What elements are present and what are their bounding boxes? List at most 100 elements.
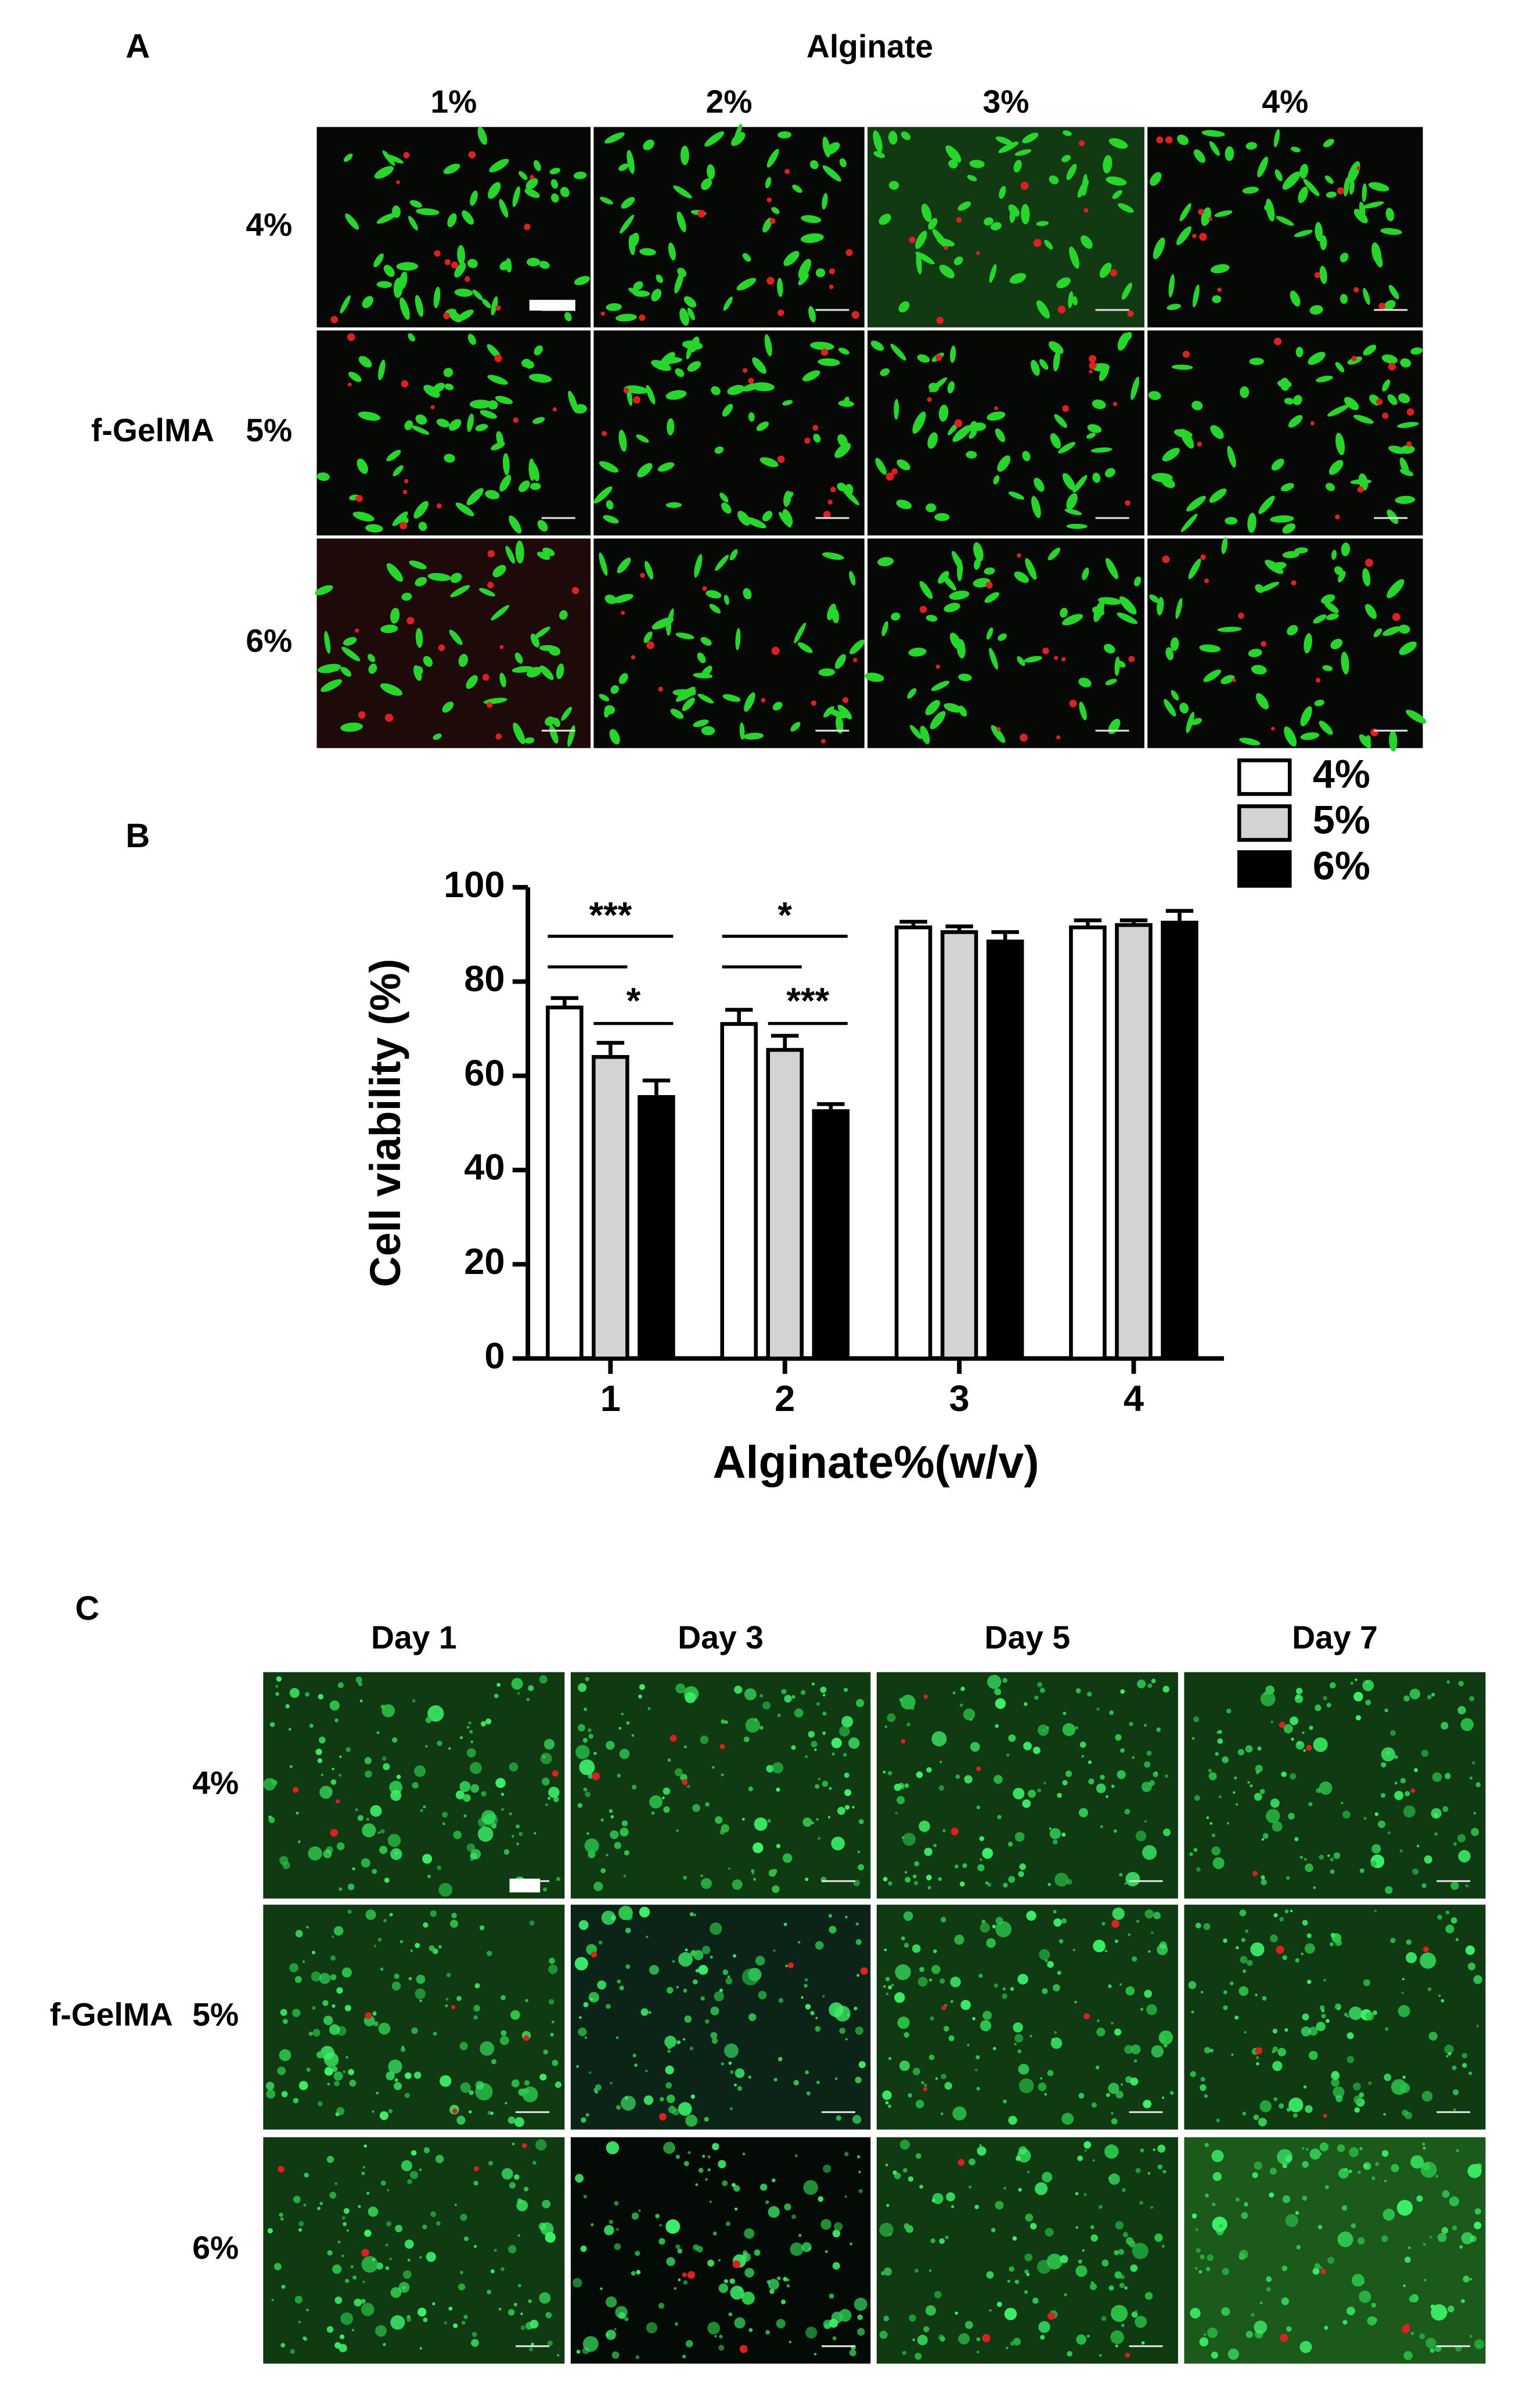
cell xyxy=(1091,2102,1097,2108)
cell xyxy=(776,1787,780,1792)
cell xyxy=(377,1831,381,1834)
cell xyxy=(1342,2320,1348,2325)
dead-cell xyxy=(669,1734,677,1742)
panel-label: A xyxy=(125,28,150,66)
cell xyxy=(372,1869,377,1874)
cell xyxy=(1472,1761,1475,1765)
cell xyxy=(534,1832,537,1835)
cell xyxy=(683,2161,689,2166)
cell xyxy=(1121,2188,1126,2192)
cell xyxy=(1210,264,1230,273)
cell xyxy=(1092,399,1106,409)
cell xyxy=(1077,2155,1083,2161)
cell xyxy=(547,1797,551,1800)
cell xyxy=(1204,2047,1211,2054)
cell xyxy=(683,1876,687,1880)
cell xyxy=(1017,1974,1028,1985)
cell xyxy=(312,1950,316,1955)
cell xyxy=(915,251,935,265)
cell xyxy=(666,2257,675,2266)
cell xyxy=(1093,1939,1106,1953)
cell xyxy=(1302,1920,1308,1926)
cell xyxy=(920,725,930,744)
dead-cell xyxy=(1083,2013,1090,2020)
cell xyxy=(791,1695,795,1699)
cell xyxy=(801,1996,804,1999)
cell xyxy=(480,410,498,419)
dead-cell xyxy=(732,2260,741,2269)
micrograph-background xyxy=(316,127,591,327)
x-tick-label: 1 xyxy=(600,1378,621,1419)
cell xyxy=(319,2201,323,2205)
cell xyxy=(1018,2064,1029,2075)
cell xyxy=(326,2326,334,2333)
cell xyxy=(625,1964,631,1969)
cell xyxy=(293,2195,301,2204)
micrograph-background xyxy=(570,2137,871,2364)
cell xyxy=(446,1973,451,1978)
cell xyxy=(1133,2059,1137,2063)
cell xyxy=(1075,1688,1081,1694)
cell xyxy=(333,2071,343,2081)
cell xyxy=(534,627,550,639)
dead-cell xyxy=(278,2166,285,2173)
cell xyxy=(1295,347,1304,358)
cell xyxy=(831,1737,842,1748)
cell xyxy=(783,2277,788,2281)
cell xyxy=(844,1789,852,1797)
cell xyxy=(1438,1994,1441,1997)
cell xyxy=(1035,2182,1048,2195)
cell xyxy=(1410,2155,1424,2169)
cell xyxy=(404,2239,414,2249)
cell xyxy=(782,509,793,526)
cell xyxy=(1331,2078,1340,2087)
cell xyxy=(743,732,764,740)
cell xyxy=(495,395,513,405)
cell xyxy=(1200,1991,1204,1993)
cell xyxy=(1147,1683,1153,1688)
cell xyxy=(776,2319,786,2328)
dead-cell xyxy=(1125,500,1131,506)
cell xyxy=(665,2219,681,2234)
dead-cell xyxy=(829,268,836,275)
cell xyxy=(832,2229,841,2238)
cell xyxy=(974,558,981,570)
cell xyxy=(330,1955,336,1961)
cell xyxy=(1223,2005,1228,2010)
cell xyxy=(1316,375,1333,383)
cell xyxy=(1458,1850,1471,1863)
cell xyxy=(643,631,653,643)
cell xyxy=(404,2093,410,2099)
cell xyxy=(1101,2316,1107,2321)
dead-cell xyxy=(1156,136,1164,143)
cell xyxy=(389,1780,403,1794)
cell xyxy=(1265,560,1284,574)
bar xyxy=(1115,923,1153,1360)
dead-cell xyxy=(571,586,579,595)
cell xyxy=(395,2225,403,2233)
cell xyxy=(362,1823,376,1838)
cell xyxy=(772,1762,784,1774)
cell xyxy=(303,2336,306,2340)
cell xyxy=(980,2020,992,2032)
cell xyxy=(491,604,510,621)
cell xyxy=(768,2279,780,2290)
cell xyxy=(808,306,816,323)
cell xyxy=(610,1815,614,1819)
cell xyxy=(1269,2192,1275,2198)
cell xyxy=(1245,142,1257,150)
cell xyxy=(1285,2155,1292,2162)
cell xyxy=(1281,2297,1290,2305)
cell xyxy=(697,652,706,664)
cell xyxy=(415,1942,420,1948)
cell xyxy=(673,185,692,199)
cell xyxy=(1331,549,1337,560)
cell xyxy=(529,1920,535,1926)
cell xyxy=(1150,172,1162,186)
cell xyxy=(813,434,821,443)
cell xyxy=(268,1816,275,1823)
cell xyxy=(765,177,772,189)
dead-cell xyxy=(1192,233,1197,239)
cell xyxy=(638,2209,641,2212)
cell xyxy=(1325,483,1335,491)
